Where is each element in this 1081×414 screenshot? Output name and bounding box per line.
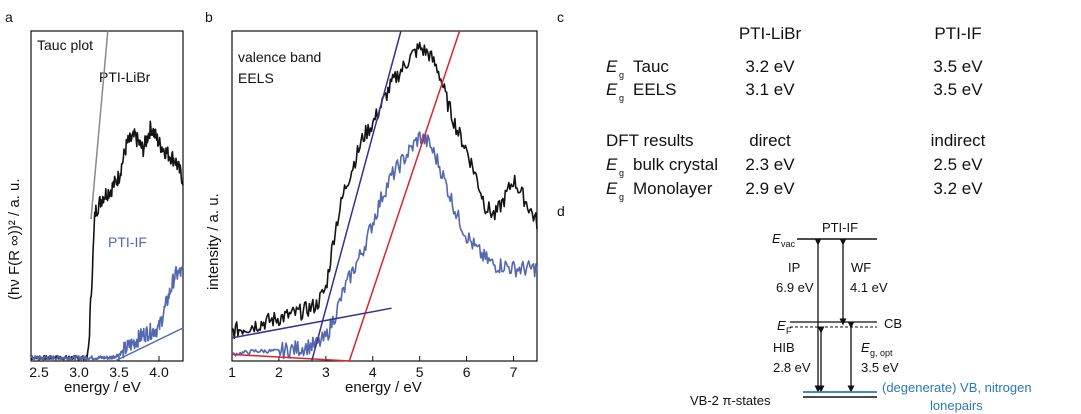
svg-text:E: E	[606, 155, 618, 174]
x-tick-label: 3.0	[69, 364, 89, 380]
diagram-title: PTI-IF	[822, 220, 858, 235]
eels-title-line2: EELS	[238, 70, 274, 86]
svg-text:g: g	[619, 70, 624, 80]
ef-subscript: F	[786, 326, 792, 336]
egopt-subscript: g, opt	[870, 348, 893, 358]
panel-label-d: d	[557, 203, 565, 219]
fit-line	[114, 327, 184, 362]
wf-label: WF	[851, 260, 871, 275]
vb2-label: VB-2 π-states	[690, 393, 771, 408]
svg-text:3.2 eV: 3.2 eV	[745, 57, 795, 76]
svg-text:g: g	[619, 93, 624, 103]
eels-x-axis-label: energy / eV	[345, 379, 422, 396]
tauc-plot-panel: Tauc plot (hν F(R ∞))² / a. u. energy / …	[6, 30, 184, 396]
series-line-pti-libr	[30, 120, 184, 361]
hib-label: HIB	[773, 340, 795, 355]
tauc-plot-title: Tauc plot	[37, 37, 93, 53]
evac-symbol: E	[772, 231, 781, 246]
series-label-pti-libr: PTI-LiBr	[99, 69, 151, 85]
svg-text:2.9 eV: 2.9 eV	[745, 179, 795, 198]
x-tick-label: 6	[463, 364, 471, 380]
table-header-pti-if: PTI-IF	[934, 24, 981, 43]
fit-line	[311, 30, 402, 362]
hib-value: 2.8 eV	[773, 360, 811, 375]
svg-text:bulk crystal: bulk crystal	[633, 155, 718, 174]
tauc-y-axis-label: (hν F(R ∞))² / a. u.	[6, 178, 23, 300]
eels-y-axis-label: intensity / a. u.	[205, 193, 222, 290]
evac-subscript: vac	[781, 239, 796, 249]
series-label-pti-if: PTI-IF	[108, 234, 147, 250]
panel-label-c: c	[557, 9, 564, 25]
eels-plot-panel: valence band EELS intensity / a. u. ener…	[205, 30, 538, 396]
x-tick-label: 7	[510, 364, 518, 380]
panel-label-b: b	[205, 9, 213, 25]
series-line-pti-if	[30, 265, 184, 361]
bandgap-table: PTI-LiBr PTI-IF E g Tauc 3.2 eV 3.5 eV E…	[606, 24, 986, 202]
svg-text:Monolayer: Monolayer	[633, 179, 713, 198]
svg-text:3.5 eV: 3.5 eV	[933, 57, 983, 76]
wf-value: 4.1 eV	[850, 280, 888, 295]
ip-label: IP	[788, 260, 800, 275]
table-row: E g EELS 3.1 eV 3.5 eV	[606, 80, 983, 103]
svg-text:EELS: EELS	[633, 80, 676, 99]
x-tick-label: 5	[416, 364, 424, 380]
table-row: E g Monolayer 2.9 eV 3.2 eV	[606, 179, 983, 202]
eels-title-line1: valence band	[238, 49, 321, 65]
fit-line	[90, 30, 109, 220]
x-tick-label: 4.0	[149, 364, 169, 380]
tauc-x-axis-label: energy / eV	[64, 379, 141, 396]
svg-text:3.1 eV: 3.1 eV	[745, 80, 795, 99]
vb-label-line2: lonepairs	[930, 398, 983, 413]
table-row: E g Tauc 3.2 eV 3.5 eV	[606, 57, 983, 80]
svg-text:3.2 eV: 3.2 eV	[933, 179, 983, 198]
svg-text:3.5 eV: 3.5 eV	[933, 80, 983, 99]
svg-text:2.3 eV: 2.3 eV	[745, 155, 795, 174]
ef-symbol: E	[777, 318, 786, 333]
eels-plot-frame	[231, 30, 538, 362]
svg-text:g: g	[619, 168, 624, 178]
svg-text:g: g	[619, 192, 624, 202]
panel-label-a: a	[5, 9, 13, 25]
x-tick-label: 4	[369, 364, 377, 380]
fit-line	[348, 30, 461, 362]
table-header-pti-libr: PTI-LiBr	[739, 24, 802, 43]
svg-text:E: E	[606, 179, 618, 198]
series-line-blue	[231, 131, 538, 360]
cb-label: CB	[884, 316, 902, 331]
svg-text:E: E	[606, 57, 618, 76]
series-line-black	[231, 41, 538, 340]
x-tick-label: 3	[322, 364, 330, 380]
fit-line	[231, 353, 350, 362]
svg-text:E: E	[606, 80, 618, 99]
dft-results-label: DFT results	[606, 131, 694, 150]
dft-header-indirect: indirect	[931, 131, 986, 150]
tauc-plot-frame	[30, 30, 184, 362]
energy-level-diagram: PTI-IF E vac IP 6.9 eV WF 4.1 eV E F CB …	[690, 220, 1032, 413]
table-row: E g bulk crystal 2.3 eV 2.5 eV	[606, 155, 983, 178]
egopt-symbol: E	[861, 340, 870, 355]
svg-text:2.5 eV: 2.5 eV	[933, 155, 983, 174]
ip-value: 6.9 eV	[776, 280, 814, 295]
egopt-value: 3.5 eV	[861, 360, 899, 375]
dft-header-direct: direct	[749, 131, 791, 150]
x-tick-label: 2.5	[29, 364, 49, 380]
vb-label: (degenerate) VB, nitrogen	[882, 380, 1032, 395]
x-tick-label: 1	[228, 364, 236, 380]
fit-line	[231, 307, 392, 339]
x-tick-label: 3.5	[109, 364, 129, 380]
x-tick-label: 2	[275, 364, 283, 380]
svg-text:Tauc: Tauc	[633, 57, 669, 76]
